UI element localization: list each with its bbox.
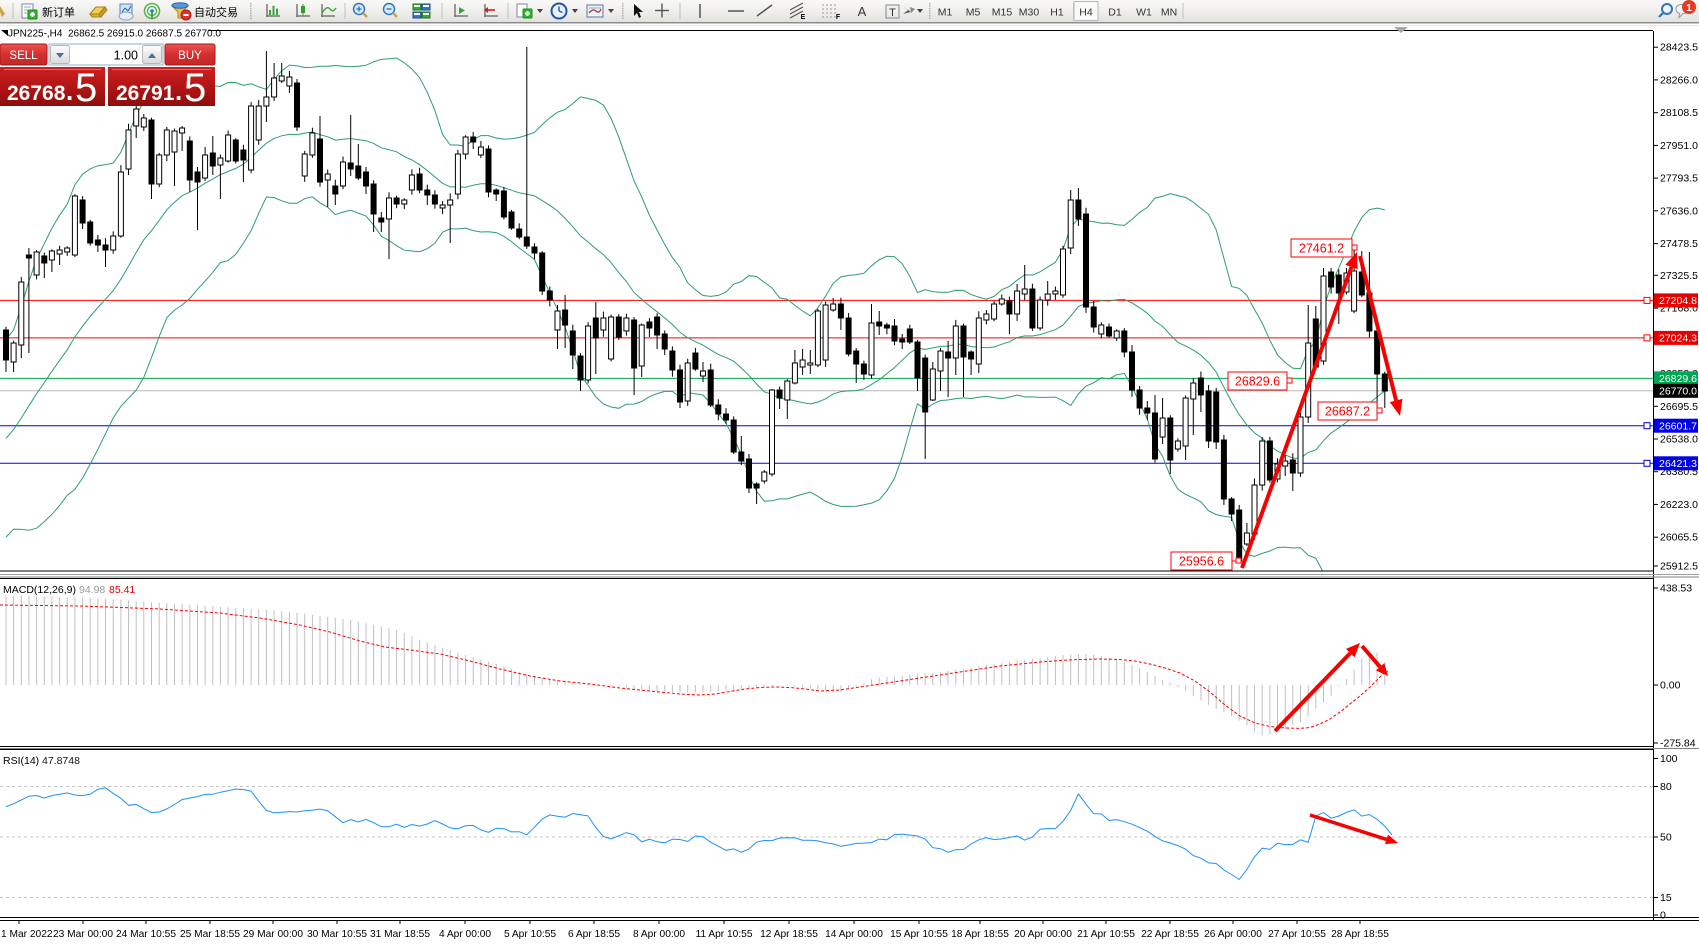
svg-text:25912.5: 25912.5 (1660, 561, 1698, 573)
svg-text:29 Mar 00:00: 29 Mar 00:00 (243, 929, 303, 940)
svg-text:MN: MN (1161, 7, 1177, 19)
svg-text:M5: M5 (966, 7, 981, 19)
svg-text:27636.0: 27636.0 (1660, 205, 1698, 217)
svg-text:.: . (175, 76, 182, 106)
svg-text:5: 5 (75, 66, 97, 110)
svg-text:0.00: 0.00 (1660, 680, 1681, 692)
svg-text:5: 5 (184, 66, 206, 110)
svg-text:E: E (801, 14, 806, 21)
svg-text:27325.5: 27325.5 (1660, 270, 1698, 282)
svg-text:80: 80 (1660, 781, 1672, 793)
svg-text:20 Apr 00:00: 20 Apr 00:00 (1014, 929, 1072, 940)
svg-text:自动交易: 自动交易 (194, 5, 238, 19)
svg-text:26791: 26791 (116, 82, 175, 105)
svg-text:27478.5: 27478.5 (1660, 238, 1698, 250)
svg-text:26223.0: 26223.0 (1660, 499, 1698, 511)
svg-text:22 Apr 18:55: 22 Apr 18:55 (1141, 929, 1199, 940)
svg-text:SELL: SELL (9, 50, 38, 62)
svg-text:26770.0: 26770.0 (1659, 386, 1697, 398)
svg-text:M30: M30 (1019, 7, 1040, 19)
svg-text:26601.7: 26601.7 (1659, 421, 1697, 433)
svg-text:MACD(12,26,9): MACD(12,26,9) (3, 584, 76, 596)
svg-text:27461.2: 27461.2 (1299, 242, 1344, 256)
svg-text:A: A (858, 4, 867, 19)
svg-text:.: . (66, 76, 73, 106)
svg-text:F: F (836, 14, 841, 21)
svg-text:-275.84: -275.84 (1660, 738, 1696, 750)
svg-text:94.98: 94.98 (79, 584, 105, 596)
svg-text:27793.5: 27793.5 (1660, 173, 1698, 185)
svg-text:5 Apr 10:55: 5 Apr 10:55 (504, 929, 556, 940)
svg-text:21 Apr 10:55: 21 Apr 10:55 (1077, 929, 1135, 940)
svg-text:50: 50 (1660, 832, 1672, 844)
svg-text:JPN225-,H4: JPN225-,H4 (8, 29, 63, 40)
svg-text:28423.5: 28423.5 (1660, 42, 1698, 54)
svg-text:85.41: 85.41 (109, 584, 135, 596)
svg-text:438.53: 438.53 (1660, 583, 1692, 595)
svg-text:8 Apr 00:00: 8 Apr 00:00 (633, 929, 685, 940)
svg-text:1.00: 1.00 (114, 49, 138, 63)
svg-text:25 Mar 18:55: 25 Mar 18:55 (180, 929, 240, 940)
svg-text:26862.5 26915.0 26687.5 26770.: 26862.5 26915.0 26687.5 26770.0 (68, 29, 221, 40)
svg-text:11 Apr 10:55: 11 Apr 10:55 (695, 929, 752, 940)
svg-text:23 Mar 00:00: 23 Mar 00:00 (53, 929, 113, 940)
svg-text:27204.8: 27204.8 (1659, 295, 1697, 307)
svg-text:1 Mar 2022: 1 Mar 2022 (1, 929, 53, 940)
svg-text:25956.6: 25956.6 (1179, 555, 1224, 569)
svg-text:28 Apr 18:55: 28 Apr 18:55 (1331, 929, 1389, 940)
svg-text:H1: H1 (1050, 7, 1064, 19)
svg-text:新订单: 新订单 (42, 5, 75, 19)
svg-text:18 Apr 18:55: 18 Apr 18:55 (951, 929, 1009, 940)
svg-text:H4: H4 (1079, 7, 1093, 19)
svg-text:4 Apr 00:00: 4 Apr 00:00 (439, 929, 491, 940)
svg-text:RSI(14): RSI(14) (3, 755, 39, 767)
svg-text:26829.6: 26829.6 (1235, 375, 1280, 389)
svg-text:47.8748: 47.8748 (42, 755, 80, 767)
svg-text:BUY: BUY (178, 50, 202, 62)
svg-text:26 Apr 00:00: 26 Apr 00:00 (1204, 929, 1262, 940)
svg-text:14 Apr 00:00: 14 Apr 00:00 (825, 929, 883, 940)
svg-text:26829.6: 26829.6 (1659, 373, 1697, 385)
svg-text:M1: M1 (938, 7, 953, 19)
svg-text:26421.3: 26421.3 (1659, 458, 1697, 470)
svg-text:100: 100 (1660, 753, 1678, 765)
svg-text:15: 15 (1660, 892, 1672, 904)
svg-text:12 Apr 18:55: 12 Apr 18:55 (760, 929, 818, 940)
svg-text:W1: W1 (1136, 7, 1152, 19)
svg-text:15 Apr 10:55: 15 Apr 10:55 (890, 929, 948, 940)
svg-text:1: 1 (1686, 2, 1692, 14)
svg-text:26065.5: 26065.5 (1660, 532, 1698, 544)
svg-text:27 Apr 10:55: 27 Apr 10:55 (1268, 929, 1326, 940)
svg-text:0: 0 (1660, 910, 1666, 922)
svg-text:28108.5: 28108.5 (1660, 107, 1698, 119)
svg-text:26538.0: 26538.0 (1660, 434, 1698, 446)
svg-text:D1: D1 (1108, 7, 1122, 19)
svg-text:24 Mar 10:55: 24 Mar 10:55 (116, 929, 176, 940)
svg-text:M15: M15 (992, 7, 1013, 19)
svg-text:26695.5: 26695.5 (1660, 401, 1698, 413)
svg-text:30 Mar 10:55: 30 Mar 10:55 (307, 929, 367, 940)
svg-text:26768: 26768 (7, 82, 66, 105)
svg-text:T: T (889, 7, 896, 19)
svg-text:28266.0: 28266.0 (1660, 74, 1698, 86)
svg-text:27024.3: 27024.3 (1659, 333, 1697, 345)
svg-text:27951.0: 27951.0 (1660, 140, 1698, 152)
svg-text:26687.2: 26687.2 (1325, 405, 1370, 419)
svg-text:31 Mar 18:55: 31 Mar 18:55 (370, 929, 430, 940)
svg-text:6 Apr 18:55: 6 Apr 18:55 (568, 929, 620, 940)
